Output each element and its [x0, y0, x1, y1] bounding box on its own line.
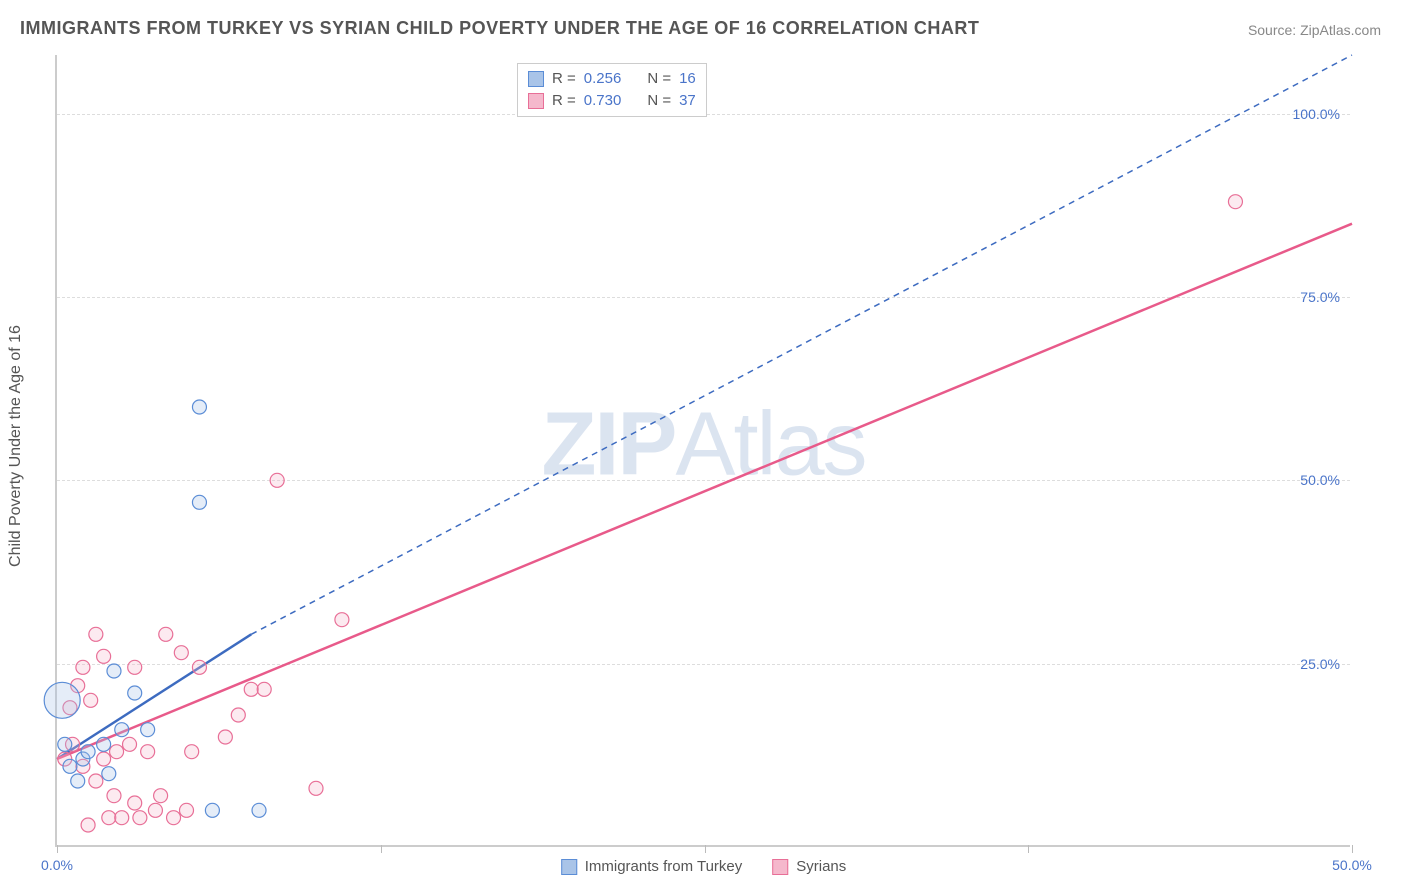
scatter-point-series2	[89, 774, 103, 788]
scatter-point-series2	[102, 811, 116, 825]
scatter-point-series1	[58, 737, 72, 751]
scatter-point-series2	[115, 811, 129, 825]
source-attribution: Source: ZipAtlas.com	[1248, 22, 1381, 38]
plot-area: ZIPAtlas 25.0%50.0%75.0%100.0%0.0%50.0% …	[55, 55, 1350, 847]
scatter-point-series2	[148, 803, 162, 817]
scatter-point-series1	[192, 400, 206, 414]
scatter-point-series1	[252, 803, 266, 817]
x-tick-label: 50.0%	[1332, 857, 1372, 873]
scatter-point-series2	[123, 737, 137, 751]
scatter-point-series1	[44, 682, 80, 718]
scatter-point-series1	[205, 803, 219, 817]
swatch-series1	[561, 859, 577, 875]
x-tick-label: 0.0%	[41, 857, 73, 873]
legend-item-series2: Syrians	[772, 858, 846, 875]
scatter-point-series2	[185, 745, 199, 759]
scatter-point-series2	[110, 745, 124, 759]
scatter-point-series2	[218, 730, 232, 744]
x-tick	[1028, 845, 1029, 853]
scatter-point-series2	[76, 660, 90, 674]
scatter-point-series2	[128, 796, 142, 810]
swatch-series2	[772, 859, 788, 875]
scatter-point-series2	[180, 803, 194, 817]
scatter-point-series1	[141, 723, 155, 737]
series-legend: Immigrants from Turkey Syrians	[561, 858, 847, 875]
correlation-legend: R = 0.256 N = 16 R = 0.730 N = 37	[517, 63, 707, 117]
scatter-point-series2	[244, 682, 258, 696]
scatter-point-series2	[154, 789, 168, 803]
y-axis-label: Child Poverty Under the Age of 16	[7, 325, 25, 567]
trend-line	[57, 224, 1352, 759]
legend-row-series2: R = 0.730 N = 37	[528, 90, 696, 112]
scatter-point-series2	[84, 693, 98, 707]
scatter-point-series2	[97, 649, 111, 663]
scatter-point-series1	[102, 767, 116, 781]
scatter-point-series1	[128, 686, 142, 700]
scatter-point-series2	[1228, 195, 1242, 209]
scatter-point-series1	[107, 664, 121, 678]
scatter-point-series1	[81, 745, 95, 759]
swatch-series1	[528, 71, 544, 87]
scatter-point-series2	[128, 660, 142, 674]
scatter-point-series2	[141, 745, 155, 759]
legend-item-series1: Immigrants from Turkey	[561, 858, 743, 875]
x-tick	[1352, 845, 1353, 853]
scatter-point-series2	[192, 660, 206, 674]
scatter-point-series2	[97, 752, 111, 766]
legend-label-series2: Syrians	[796, 858, 846, 875]
chart-container: IMMIGRANTS FROM TURKEY VS SYRIAN CHILD P…	[0, 0, 1406, 892]
scatter-point-series2	[270, 473, 284, 487]
scatter-point-series2	[335, 613, 349, 627]
legend-row-series1: R = 0.256 N = 16	[528, 68, 696, 90]
swatch-series2	[528, 93, 544, 109]
scatter-point-series2	[309, 781, 323, 795]
scatter-point-series2	[167, 811, 181, 825]
legend-label-series1: Immigrants from Turkey	[585, 858, 743, 875]
x-tick	[705, 845, 706, 853]
scatter-point-series2	[89, 627, 103, 641]
scatter-point-series2	[174, 646, 188, 660]
scatter-point-series2	[159, 627, 173, 641]
scatter-point-series1	[97, 737, 111, 751]
scatter-point-series2	[257, 682, 271, 696]
x-tick	[57, 845, 58, 853]
scatter-point-series1	[115, 723, 129, 737]
trend-line	[251, 55, 1352, 634]
x-tick	[381, 845, 382, 853]
scatter-point-series2	[81, 818, 95, 832]
scatter-point-series1	[71, 774, 85, 788]
chart-title: IMMIGRANTS FROM TURKEY VS SYRIAN CHILD P…	[20, 18, 979, 39]
scatter-point-series2	[107, 789, 121, 803]
scatter-point-series2	[133, 811, 147, 825]
scatter-point-series1	[63, 759, 77, 773]
scatter-point-series1	[192, 495, 206, 509]
chart-svg	[57, 55, 1350, 845]
scatter-point-series2	[231, 708, 245, 722]
